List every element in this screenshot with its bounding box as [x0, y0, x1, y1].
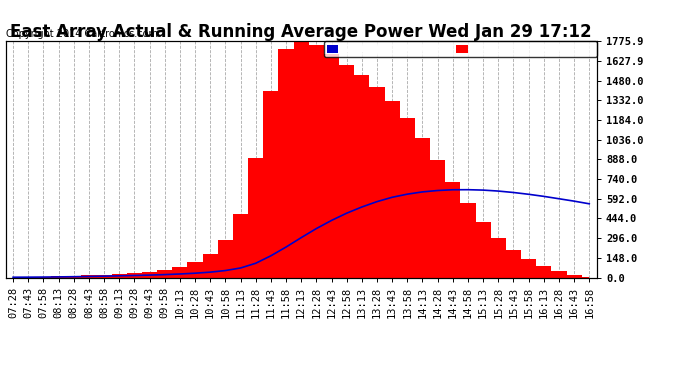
- Text: Copyright 2014 Cartronics.com: Copyright 2014 Cartronics.com: [6, 29, 157, 39]
- Title: East Array Actual & Running Average Power Wed Jan 29 17:12: East Array Actual & Running Average Powe…: [10, 23, 592, 41]
- Legend: Average  (DC Watts), East Array  (DC Watts): Average (DC Watts), East Array (DC Watts…: [324, 41, 597, 57]
